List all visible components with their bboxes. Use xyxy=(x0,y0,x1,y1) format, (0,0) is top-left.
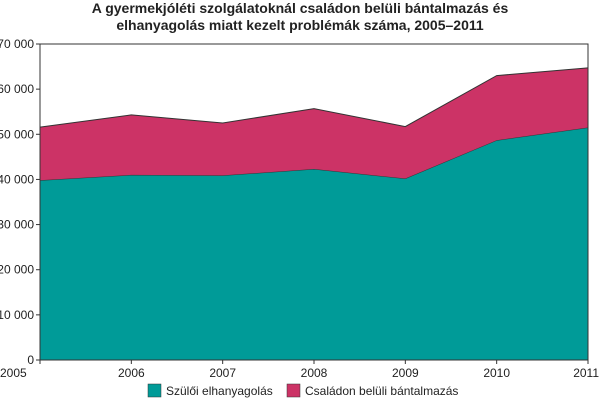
x-tick-label: 2006 xyxy=(118,366,145,380)
x-tick-label: 2008 xyxy=(301,366,328,380)
x-tick-label: 2005 xyxy=(0,366,27,380)
y-tick-label: 70 000 xyxy=(0,37,34,51)
y-tick-label: 10 000 xyxy=(0,308,34,322)
legend-label-1: Szülői elhanyagolás xyxy=(166,384,273,398)
x-tick-label: 2007 xyxy=(209,366,236,380)
x-tick-label: 2011 xyxy=(573,366,599,380)
x-tick-label: 2010 xyxy=(483,366,510,380)
legend-swatch-1 xyxy=(147,383,162,398)
series-line-2 xyxy=(39,67,589,128)
area-series-1 xyxy=(40,127,588,360)
chart-title: A gyermekjóléti szolgálatoknál családon … xyxy=(0,0,600,34)
y-tick-label: 50 000 xyxy=(0,127,34,141)
legend-label-2: Családon belüli bántalmazás xyxy=(305,384,458,398)
y-tick-label: 40 000 xyxy=(0,172,34,186)
chart-title-line-1: A gyermekjóléti szolgálatoknál családon … xyxy=(91,0,509,16)
y-tick-label: 20 000 xyxy=(0,263,34,277)
y-tick-label: 0 xyxy=(27,353,34,367)
chart-title-line-2: elhanyagolás miatt kezelt problémák szám… xyxy=(116,17,484,33)
area-series-2 xyxy=(40,67,588,181)
legend-swatch-2 xyxy=(286,383,301,398)
y-tick-label: 60 000 xyxy=(0,82,34,96)
x-tick-label: 2009 xyxy=(392,366,419,380)
y-tick-label: 30 000 xyxy=(0,218,34,232)
